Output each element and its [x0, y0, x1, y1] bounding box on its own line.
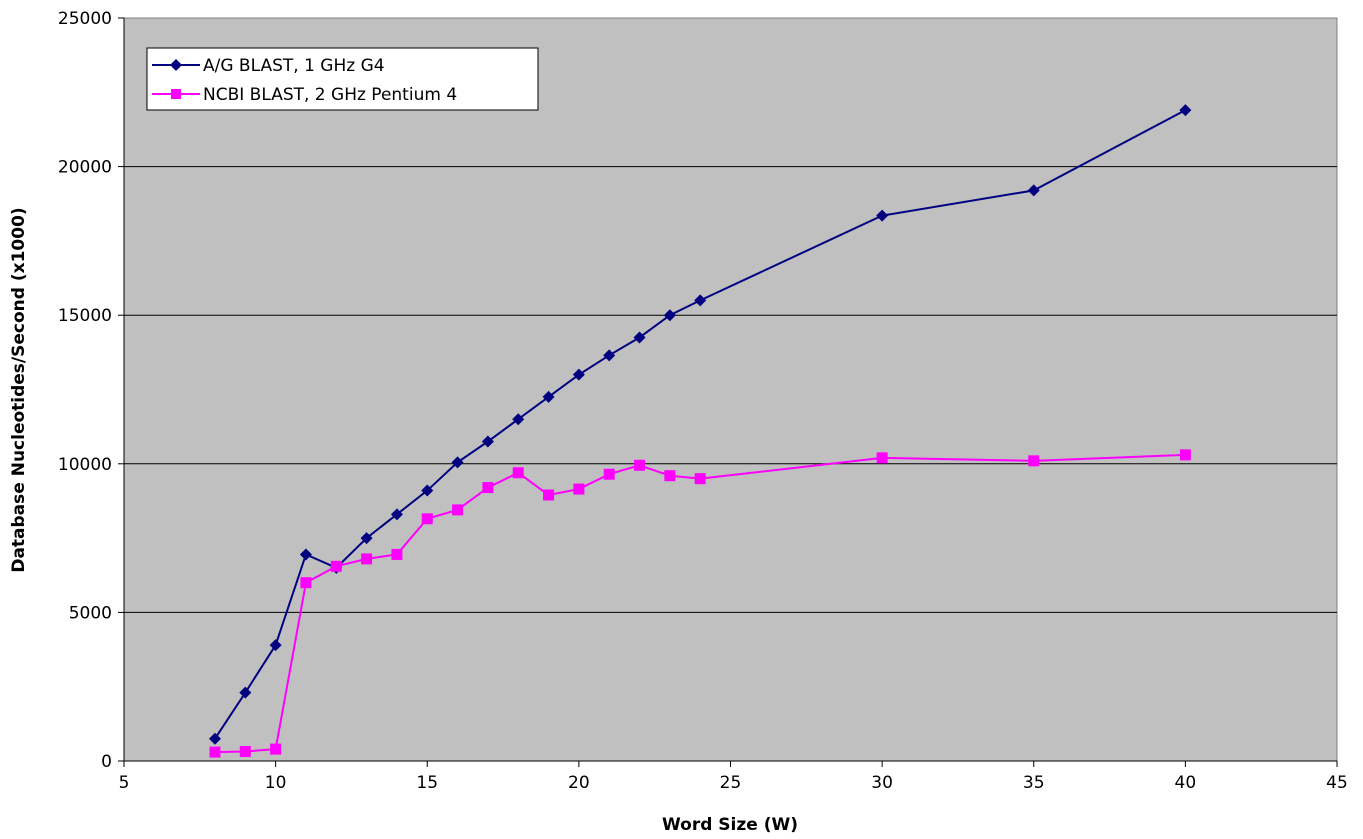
- legend-label-ag-blast: A/G BLAST, 1 GHz G4: [203, 56, 385, 76]
- series-0-point-1: [239, 686, 252, 699]
- series-0-point-19: [1179, 104, 1192, 117]
- series-1: [209, 449, 1191, 758]
- x-tick-label-6: 35: [1023, 773, 1045, 793]
- y-axis-title: Database Nucleotides/Second (x1000): [9, 207, 29, 572]
- series-1-point-10: [512, 467, 524, 479]
- series-0-point-3: [299, 548, 312, 561]
- series-1-point-13: [603, 468, 615, 480]
- series-0-point-11: [542, 390, 555, 403]
- series-0-point-9: [481, 435, 494, 448]
- series-layer: [208, 104, 1192, 758]
- x-tick-label-8: 45: [1326, 773, 1348, 793]
- x-axis-title: Word Size (W): [662, 815, 798, 835]
- legend-marker-ag-blast: [170, 59, 182, 71]
- y-tick-label-0: 0: [101, 752, 112, 772]
- series-0-point-18: [1027, 184, 1040, 197]
- y-tick-label-3: 15000: [58, 306, 112, 326]
- y-tick-label-2: 10000: [58, 455, 112, 475]
- series-0-point-6: [390, 508, 403, 521]
- x-tick-label-0: 5: [119, 773, 130, 793]
- series-0-point-2: [269, 639, 282, 652]
- series-0-point-5: [360, 532, 373, 545]
- series-1-point-16: [694, 473, 706, 485]
- series-1-point-4: [330, 560, 342, 572]
- series-1-point-7: [421, 513, 433, 525]
- x-tick-label-3: 20: [568, 773, 590, 793]
- series-1-point-6: [391, 548, 403, 560]
- legend-box: [146, 47, 539, 111]
- y-axis-ticks: 0 5000 10000 15000 20000 25000: [58, 9, 124, 772]
- series-1-point-3: [300, 577, 312, 589]
- gridlines: [124, 166, 1337, 613]
- series-0-point-14: [633, 331, 646, 344]
- y-tick-label-1: 5000: [69, 603, 112, 623]
- series-1-point-0: [209, 746, 221, 758]
- series-1-point-18: [1028, 455, 1040, 467]
- legend-marker-ncbi-blast: [171, 89, 181, 99]
- series-1-point-1: [239, 745, 251, 757]
- series-1-point-11: [543, 489, 555, 501]
- series-0-point-10: [512, 413, 525, 426]
- series-1-point-15: [664, 470, 676, 482]
- y-tick-label-4: 20000: [58, 158, 112, 178]
- x-axis-ticks: 5 10 15 20 25 30 35 40 45: [119, 761, 1348, 793]
- series-0: [208, 104, 1192, 745]
- x-tick-label-4: 25: [720, 773, 742, 793]
- series-0-point-13: [603, 349, 616, 362]
- series-1-point-12: [573, 483, 585, 495]
- series-0-point-7: [421, 484, 434, 497]
- x-tick-label-7: 40: [1175, 773, 1197, 793]
- plot-area: [123, 17, 1338, 762]
- legend-label-ncbi-blast: NCBI BLAST, 2 GHz Pentium 4: [203, 85, 457, 105]
- series-0-point-17: [876, 209, 889, 222]
- x-tick-label-5: 30: [871, 773, 893, 793]
- legend: A/G BLAST, 1 GHz G4 NCBI BLAST, 2 GHz Pe…: [146, 47, 539, 111]
- series-0-point-8: [451, 456, 464, 469]
- series-0-line: [214, 109, 1186, 740]
- series-1-point-17: [876, 452, 888, 464]
- series-1-point-2: [270, 743, 282, 755]
- x-tick-label-2: 15: [416, 773, 438, 793]
- series-1-point-9: [482, 482, 494, 494]
- series-0-point-15: [663, 309, 676, 322]
- x-tick-label-1: 10: [265, 773, 287, 793]
- series-0-point-0: [208, 732, 221, 745]
- y-tick-label-5: 25000: [58, 9, 112, 29]
- series-1-point-14: [634, 459, 646, 471]
- series-1-point-5: [361, 553, 373, 565]
- series-1-point-8: [452, 504, 464, 516]
- series-0-point-16: [694, 294, 707, 307]
- series-0-point-12: [572, 368, 585, 381]
- series-1-point-19: [1179, 449, 1191, 461]
